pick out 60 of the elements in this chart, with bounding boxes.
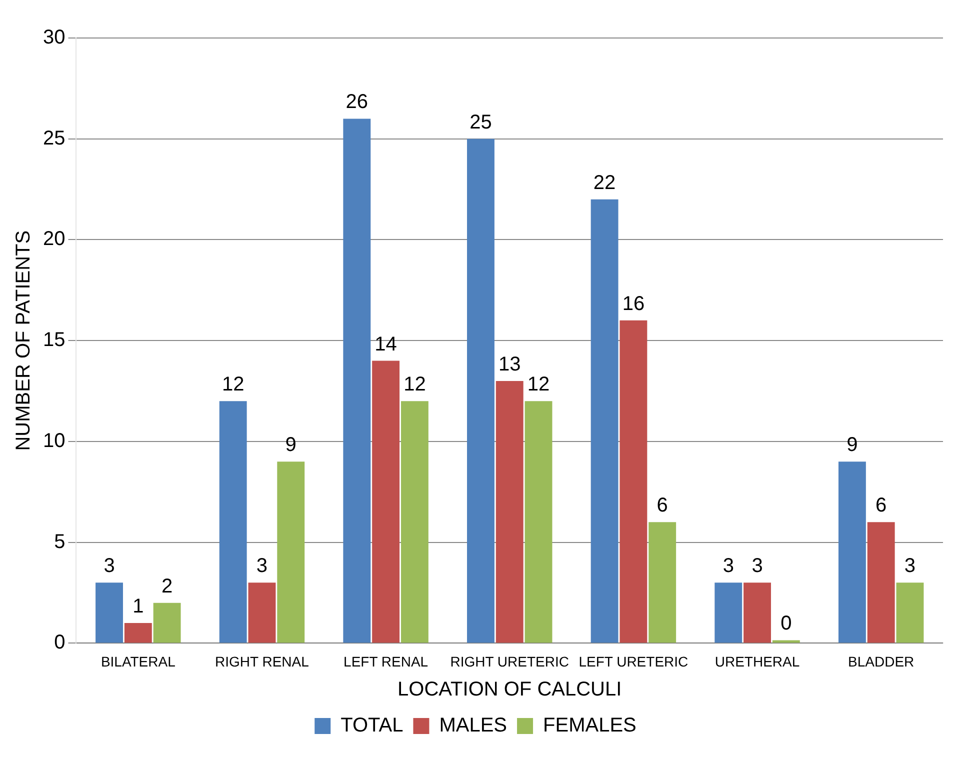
y-tick-label: 5 bbox=[54, 530, 66, 553]
bar bbox=[248, 582, 276, 643]
x-tick-label: RIGHT URETERIC bbox=[450, 653, 569, 670]
data-label: 3 bbox=[104, 555, 115, 578]
x-tick-label: LEFT RENAL bbox=[344, 653, 428, 670]
data-label: 1 bbox=[132, 596, 144, 618]
data-label: 0 bbox=[780, 612, 792, 635]
bar bbox=[153, 602, 181, 643]
data-label: 2 bbox=[161, 575, 173, 598]
data-label: 12 bbox=[222, 374, 244, 396]
bar bbox=[400, 401, 428, 643]
bar bbox=[838, 462, 866, 643]
x-tick-label: RIGHT RENAL bbox=[215, 653, 310, 670]
data-label: 3 bbox=[752, 555, 763, 578]
legend-label: FEMALES bbox=[543, 714, 636, 737]
bar bbox=[372, 360, 400, 643]
legend-label: MALES bbox=[439, 714, 508, 737]
bar bbox=[867, 522, 895, 643]
bar bbox=[96, 582, 123, 643]
x-tick-label: URETHERAL bbox=[714, 653, 800, 670]
bar bbox=[896, 582, 924, 643]
data-label: 6 bbox=[876, 494, 887, 517]
x-axis-title: LOCATION OF CALCULI bbox=[398, 678, 622, 701]
data-label: 12 bbox=[404, 374, 426, 396]
y-tick-label: 15 bbox=[42, 329, 66, 352]
y-tick-label: 0 bbox=[54, 632, 66, 654]
legend-label: TOTAL bbox=[340, 714, 404, 737]
x-tick-label: LEFT URETERIC bbox=[578, 653, 688, 670]
bar bbox=[590, 199, 618, 643]
y-tick-label: 20 bbox=[42, 228, 66, 250]
bar bbox=[343, 118, 371, 643]
y-tick-label: 30 bbox=[42, 26, 66, 49]
bar bbox=[744, 582, 771, 643]
bar bbox=[496, 380, 524, 643]
bar bbox=[714, 582, 742, 643]
bar bbox=[467, 138, 494, 643]
y-tick-label: 25 bbox=[42, 127, 66, 150]
data-label: 9 bbox=[285, 434, 296, 456]
data-label: 3 bbox=[722, 555, 734, 578]
data-label: 3 bbox=[256, 555, 268, 578]
bar bbox=[620, 320, 648, 643]
data-label: 9 bbox=[846, 434, 858, 456]
data-label: 6 bbox=[656, 494, 668, 517]
bar bbox=[524, 401, 552, 643]
x-tick-label: BLADDER bbox=[848, 653, 914, 670]
y-tick-label: 10 bbox=[42, 430, 66, 452]
data-label: 16 bbox=[622, 292, 645, 315]
y-axis-title: NUMBER OF PATIENTS bbox=[12, 230, 35, 451]
x-tick-label: BILATERAL bbox=[100, 653, 176, 670]
data-label: 13 bbox=[498, 353, 521, 376]
data-label: 25 bbox=[470, 111, 492, 134]
data-label: 12 bbox=[527, 374, 550, 396]
bar bbox=[277, 462, 305, 643]
data-label: 26 bbox=[346, 91, 368, 114]
data-label: 3 bbox=[904, 555, 916, 578]
bar bbox=[124, 623, 152, 643]
data-label: 14 bbox=[374, 333, 397, 356]
bar bbox=[219, 401, 247, 643]
bar bbox=[648, 522, 676, 643]
data-label: 22 bbox=[593, 172, 616, 194]
